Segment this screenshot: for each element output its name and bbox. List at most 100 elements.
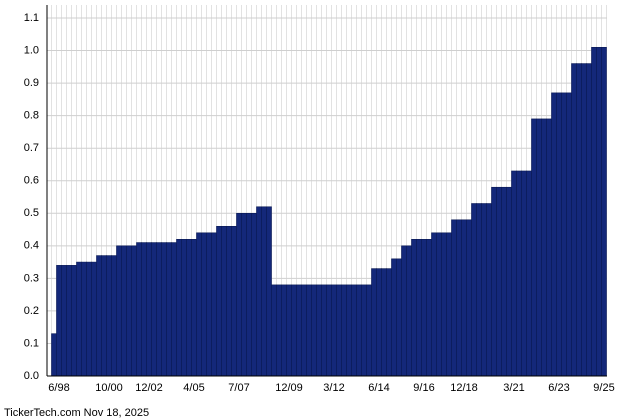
x-tick-label: 9/25 xyxy=(593,382,614,394)
bar xyxy=(211,232,217,377)
bar xyxy=(236,212,242,377)
bar xyxy=(311,284,317,377)
bar xyxy=(481,203,487,377)
bar xyxy=(476,203,482,377)
bar xyxy=(51,333,57,377)
bar xyxy=(321,284,327,377)
bar xyxy=(176,239,182,377)
bar xyxy=(341,284,347,377)
x-tick-label: 12/02 xyxy=(135,382,163,394)
bar xyxy=(461,219,467,377)
bar xyxy=(101,255,107,377)
bar xyxy=(251,212,257,377)
bar xyxy=(71,265,77,377)
y-tick-label: 0.1 xyxy=(24,337,39,349)
y-tick-label: 1.0 xyxy=(24,44,39,56)
bar xyxy=(231,225,237,377)
bar xyxy=(556,92,562,377)
bar xyxy=(561,92,567,377)
bar xyxy=(486,203,492,377)
bar xyxy=(291,284,297,377)
bar xyxy=(96,255,102,377)
bar xyxy=(581,63,587,377)
bar xyxy=(301,284,307,377)
bar xyxy=(516,170,522,377)
bar xyxy=(366,284,372,377)
y-tick-label: 0.6 xyxy=(24,175,39,187)
bar xyxy=(576,63,582,377)
bar xyxy=(396,258,402,377)
bar xyxy=(401,245,407,377)
bar xyxy=(161,242,167,377)
x-tick-label: 7/07 xyxy=(228,382,249,394)
bar xyxy=(116,245,122,377)
bar xyxy=(501,186,507,377)
bar xyxy=(591,47,597,377)
bar xyxy=(316,284,322,377)
bar xyxy=(181,239,187,377)
bar xyxy=(391,258,397,377)
y-tick-label: 0.9 xyxy=(24,77,39,89)
bar xyxy=(191,239,197,377)
bar xyxy=(226,225,232,377)
x-tick-label: 9/16 xyxy=(413,382,434,394)
bar xyxy=(496,186,502,377)
x-tick-label: 12/18 xyxy=(450,382,478,394)
bar xyxy=(356,284,362,377)
bar xyxy=(361,284,367,377)
bar xyxy=(586,63,592,377)
bar xyxy=(91,261,97,377)
bar xyxy=(336,284,342,377)
bar xyxy=(136,242,142,377)
y-tick-label: 1.1 xyxy=(24,12,39,24)
bar xyxy=(296,284,302,377)
bar xyxy=(286,284,292,377)
bar xyxy=(261,206,267,377)
bar xyxy=(471,203,477,377)
bar xyxy=(491,186,497,377)
bar xyxy=(421,239,427,377)
bar xyxy=(466,219,472,377)
bar xyxy=(171,242,177,377)
bar xyxy=(81,261,87,377)
x-tick-label: 6/98 xyxy=(48,382,69,394)
bar xyxy=(276,284,282,377)
bar xyxy=(306,284,312,377)
y-tick-label: 0.7 xyxy=(24,142,39,154)
bar xyxy=(271,284,277,377)
y-tick-label: 0.8 xyxy=(24,110,39,122)
bar xyxy=(131,245,137,377)
bar xyxy=(326,284,332,377)
bar xyxy=(151,242,157,377)
x-tick-label: 4/05 xyxy=(183,382,204,394)
bar xyxy=(506,186,512,377)
bar xyxy=(441,232,447,377)
bar xyxy=(426,239,432,377)
bar xyxy=(446,232,452,377)
bar xyxy=(56,265,62,377)
bar xyxy=(221,225,227,377)
bar xyxy=(86,261,92,377)
bar xyxy=(511,170,517,377)
bar xyxy=(531,118,537,377)
bar xyxy=(146,242,152,377)
x-tick-label: 12/09 xyxy=(275,382,303,394)
bar xyxy=(376,268,382,377)
bar xyxy=(411,239,417,377)
bar xyxy=(121,245,127,377)
x-tick-label: 3/21 xyxy=(503,382,524,394)
bar xyxy=(546,118,552,377)
bar xyxy=(66,265,72,377)
bar xyxy=(601,47,607,377)
bar xyxy=(281,284,287,377)
bar xyxy=(331,284,337,377)
bar xyxy=(346,284,352,377)
bar xyxy=(416,239,422,377)
bar xyxy=(156,242,162,377)
bar xyxy=(521,170,527,377)
footer: TickerTech.com Nov 18, 2025 xyxy=(4,407,149,419)
bar xyxy=(186,239,192,377)
bar xyxy=(126,245,132,377)
